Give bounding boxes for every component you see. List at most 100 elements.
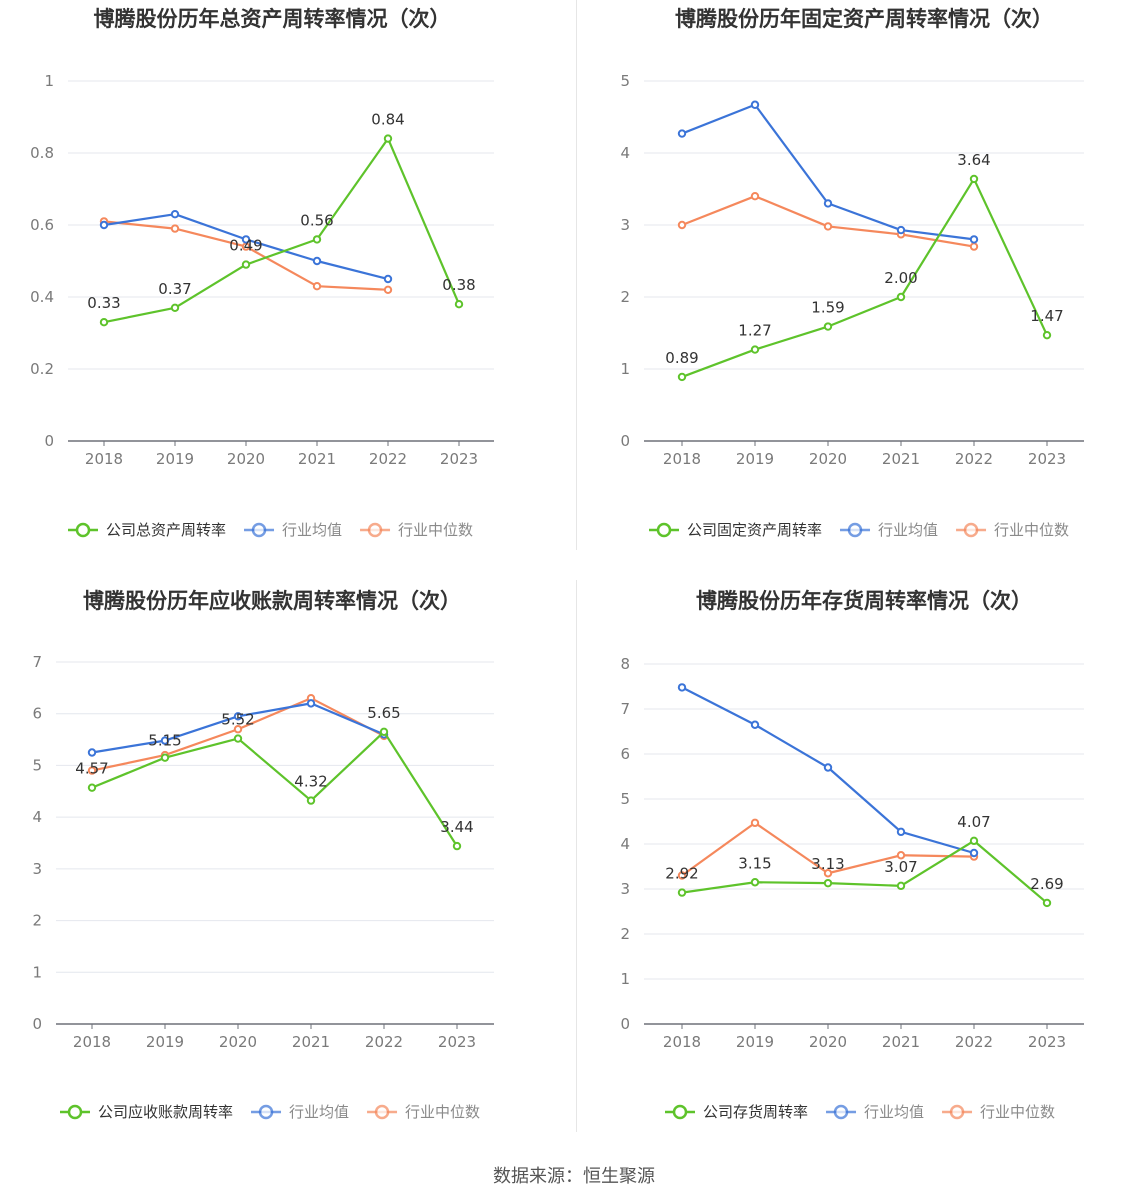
company-data-label: 0.84 — [371, 111, 404, 129]
source-note: 数据来源：恒生聚源 — [493, 1166, 655, 1187]
y-tick-label: 1 — [44, 72, 54, 90]
legend-item-avg: 行业均值 — [826, 1103, 924, 1121]
legend-item-median: 行业中位数 — [367, 1103, 480, 1121]
company-data-point — [1042, 330, 1052, 340]
avg-data-point — [241, 235, 251, 244]
legend-item-median: 行业中位数 — [956, 521, 1069, 539]
median-data-point — [312, 282, 322, 291]
company-data-point — [170, 303, 180, 312]
inventory-turnover-chart: 博腾股份历年存货周转率情况（次） 0 1 2 3 4 5 6 7 8 2018 2019 2020 202… — [620, 589, 1084, 1121]
y-tick-label: 7 — [32, 653, 42, 671]
company-series-line — [681, 177, 1048, 378]
avg-data-point — [750, 720, 760, 729]
legend-label: 公司固定资产周转率 — [687, 521, 822, 539]
chart-title: 博腾股份历年总资产周转率情况（次） — [94, 7, 451, 31]
x-tick-label: 2022 — [365, 1033, 403, 1051]
company-data-label: 0.33 — [87, 294, 120, 312]
median-data-point — [383, 285, 393, 294]
y-tick-label: 1 — [620, 360, 630, 378]
legend-label: 公司存货周转率 — [703, 1103, 808, 1121]
company-data-label: 0.49 — [229, 237, 262, 255]
company-series-line — [681, 839, 1048, 904]
company-data-label: 3.44 — [440, 818, 473, 836]
company-data-label: 3.64 — [957, 151, 990, 169]
legend-label: 行业中位数 — [398, 521, 473, 539]
x-tick-label: 2019 — [146, 1033, 184, 1051]
legend-item-median: 行业中位数 — [942, 1103, 1055, 1121]
company-data-point — [312, 235, 322, 244]
y-tick-label: 0.2 — [30, 360, 54, 378]
avg-data-point — [383, 274, 393, 284]
company-data-label: 2.92 — [665, 865, 698, 883]
avg-data-point — [969, 235, 979, 244]
company-data-point — [896, 292, 906, 302]
x-tick-label: 2019 — [736, 1033, 774, 1051]
company-data-point — [823, 322, 833, 331]
company-data-label: 0.37 — [158, 280, 191, 298]
x-tick-label: 2021 — [292, 1033, 330, 1051]
legend-item-avg: 行业均值 — [840, 521, 938, 539]
y-tick-label: 4 — [620, 835, 630, 853]
legend-label: 行业均值 — [289, 1103, 349, 1121]
company-data-point — [233, 734, 243, 743]
median-data-point — [170, 224, 180, 233]
legend-label: 行业均值 — [878, 521, 938, 539]
vertical-divider-top — [576, 0, 577, 550]
legend-label: 行业均值 — [864, 1103, 924, 1121]
y-tick-label: 1 — [620, 970, 630, 988]
y-tick-label: 4 — [620, 144, 630, 162]
x-tick-label: 2020 — [219, 1033, 257, 1051]
y-tick-label: 1 — [32, 963, 42, 981]
legend-label: 行业中位数 — [405, 1103, 480, 1121]
x-tick-label: 2021 — [882, 1033, 920, 1051]
x-tick-label: 2021 — [882, 450, 920, 468]
x-tick-label: 2023 — [440, 450, 478, 468]
legend-item-company: 公司存货周转率 — [665, 1103, 808, 1121]
y-tick-label: 8 — [620, 655, 630, 673]
y-tick-label: 6 — [32, 705, 42, 723]
legend-marker-icon — [258, 1104, 274, 1120]
x-tick-label: 2023 — [438, 1033, 476, 1051]
company-data-label: 3.13 — [811, 855, 844, 873]
y-tick-label: 5 — [620, 790, 630, 808]
company-series-line — [103, 137, 461, 324]
x-tick-label: 2019 — [736, 450, 774, 468]
legend-marker-icon — [75, 522, 91, 538]
avg-data-point — [312, 256, 322, 266]
median-series-line — [103, 220, 389, 291]
company-data-point — [383, 134, 393, 143]
avg-data-point — [306, 699, 316, 708]
legend-item-avg: 行业均值 — [251, 1103, 349, 1121]
legend-label: 行业中位数 — [980, 1103, 1055, 1121]
median-data-point — [896, 851, 906, 860]
company-series-line — [91, 730, 458, 847]
legend-marker-icon — [847, 522, 863, 538]
fixed-asset-turnover-chart: 博腾股份历年固定资产周转率情况（次） 0 1 2 3 4 5 2018 2019 2020 2021… — [620, 7, 1084, 539]
legend-item-company: 公司固定资产周转率 — [649, 521, 822, 539]
company-data-point — [750, 878, 760, 887]
company-data-label: 0.89 — [665, 349, 698, 367]
y-tick-label: 2 — [620, 925, 630, 943]
company-data-point — [99, 318, 109, 327]
x-tick-label: 2020 — [227, 450, 265, 468]
median-data-point — [677, 220, 687, 230]
company-data-label: 0.38 — [442, 276, 475, 294]
y-tick-label: 0.6 — [30, 216, 54, 234]
avg-data-point — [170, 210, 180, 219]
company-data-point — [969, 836, 979, 846]
y-tick-label: 3 — [620, 880, 630, 898]
x-tick-label: 2018 — [663, 1033, 701, 1051]
legend-label: 公司应收账款周转率 — [98, 1103, 233, 1121]
avg-series-line — [681, 103, 975, 241]
y-tick-label: 5 — [32, 756, 42, 774]
avg-data-point — [160, 736, 170, 745]
median-data-point — [823, 222, 833, 231]
x-tick-label: 2022 — [369, 450, 407, 468]
x-tick-label: 2018 — [85, 450, 123, 468]
avg-data-point — [677, 129, 687, 138]
company-data-label: 1.47 — [1030, 307, 1063, 325]
company-data-label: 3.07 — [884, 858, 917, 876]
legend-marker-icon — [367, 522, 383, 538]
avg-data-point — [969, 848, 979, 858]
